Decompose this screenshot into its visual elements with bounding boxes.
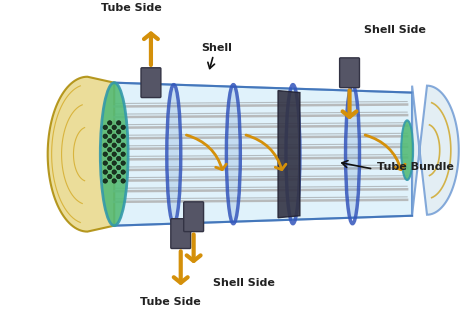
Circle shape [121,152,125,156]
Circle shape [112,170,117,174]
Circle shape [108,130,112,134]
Circle shape [121,179,125,183]
Circle shape [103,134,108,139]
Circle shape [121,170,125,174]
Circle shape [108,165,112,170]
Polygon shape [278,90,300,218]
FancyBboxPatch shape [171,219,191,248]
Text: Shell: Shell [201,43,232,53]
Text: Tube Bundle: Tube Bundle [377,162,454,172]
Circle shape [117,139,121,143]
Circle shape [112,134,117,139]
Circle shape [121,134,125,139]
Text: Shell Side: Shell Side [213,278,275,288]
Circle shape [112,152,117,156]
Circle shape [112,161,117,165]
Polygon shape [412,86,459,215]
Ellipse shape [347,89,357,220]
Circle shape [108,174,112,179]
Polygon shape [114,83,412,226]
Ellipse shape [288,89,298,220]
Circle shape [103,179,108,183]
Circle shape [112,179,117,183]
Circle shape [103,125,108,129]
Circle shape [121,125,125,129]
Circle shape [108,148,112,152]
Circle shape [108,156,112,161]
Circle shape [117,165,121,170]
Circle shape [103,170,108,174]
Text: Shell Side: Shell Side [365,25,426,35]
Ellipse shape [100,83,128,226]
Ellipse shape [228,89,238,220]
Polygon shape [48,77,114,232]
Ellipse shape [169,89,179,220]
Circle shape [112,143,117,147]
Circle shape [117,121,121,125]
Circle shape [108,121,112,125]
Circle shape [121,143,125,147]
Circle shape [117,148,121,152]
Circle shape [103,143,108,147]
Text: Tube Side: Tube Side [100,3,162,13]
Circle shape [103,161,108,165]
FancyBboxPatch shape [184,202,203,232]
Circle shape [117,174,121,179]
Circle shape [117,156,121,161]
Text: Tube Side: Tube Side [140,297,201,307]
Circle shape [121,161,125,165]
Circle shape [112,125,117,129]
Circle shape [108,139,112,143]
Circle shape [117,130,121,134]
FancyBboxPatch shape [141,68,161,98]
Ellipse shape [401,120,413,180]
Circle shape [103,152,108,156]
FancyBboxPatch shape [339,58,359,88]
